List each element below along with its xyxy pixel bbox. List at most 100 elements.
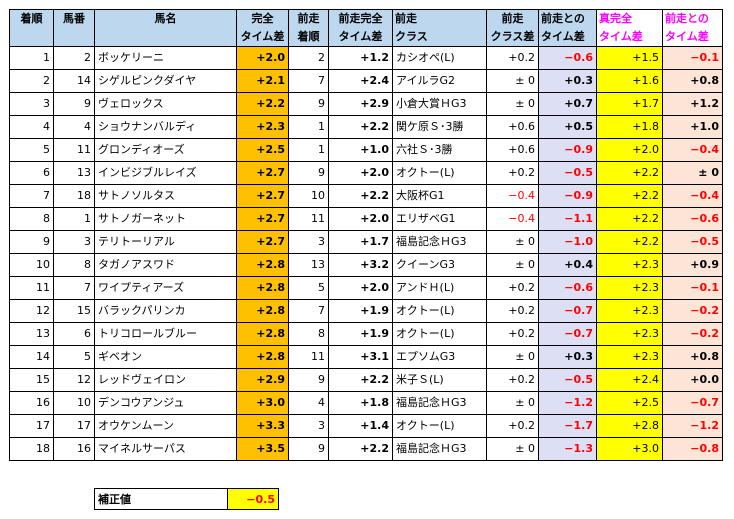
table-cell: +1.9: [328, 299, 393, 323]
header-cell: 前走との: [662, 9, 723, 28]
table-cell: −1.0: [538, 230, 597, 254]
table-cell: +0.6: [486, 138, 539, 162]
table-cell: ボッケリーニ: [94, 46, 237, 70]
header-cell: 前走: [392, 9, 487, 28]
table-cell: クイーンG3: [392, 253, 487, 277]
table-cell: 15: [53, 299, 95, 323]
table-cell: トリコロールブルー: [94, 322, 237, 346]
table-cell: +2.5: [236, 138, 289, 162]
table-cell: 六社Ｓ･3勝: [392, 138, 487, 162]
table-cell: +2.7: [236, 161, 289, 185]
table-cell: マイネルサーパス: [94, 437, 237, 461]
table-cell: ± 0: [486, 230, 539, 254]
table-row: 17 17 オウケンムーン +3.3 3 +1.4 オクトー(L) +0.2 −1.7 +2.8−…: [9, 414, 723, 438]
header-cell: クラス: [392, 28, 487, 47]
table-cell: +2.0: [596, 138, 663, 162]
table-cell: 6: [53, 322, 95, 346]
table-row: 10 8 タガノアスワド +2.8 13 +3.2 クイーンG3 ± 0 +0.4 +2.3 +0.…: [9, 253, 723, 277]
table-cell: −0.9: [538, 184, 597, 208]
table-cell: ワイプティアーズ: [94, 276, 237, 300]
table-cell: 13: [9, 322, 54, 346]
table-cell: ± 0: [486, 69, 539, 93]
table-cell: 5: [53, 345, 95, 369]
table-cell: 18: [53, 184, 95, 208]
table-row: 6 13 インビジブルレイズ +2.7 9 +2.0 オクトー(L) +0.2 −0.5 +2.2…: [9, 161, 723, 185]
table-cell: +1.2: [328, 46, 393, 70]
table-cell: 米子Ｓ(L): [392, 368, 487, 392]
table-cell: −0.4: [662, 138, 723, 162]
table-cell: 4: [288, 391, 329, 415]
table-cell: 11: [53, 138, 95, 162]
table-cell: 8: [288, 322, 329, 346]
header-cell: [53, 28, 95, 47]
table-cell: カシオペ(L): [392, 46, 487, 70]
table-cell: +0.2: [486, 161, 539, 185]
table-cell: +3.1: [328, 345, 393, 369]
table-cell: 7: [288, 299, 329, 323]
table-cell: −0.6: [662, 207, 723, 231]
table-cell: +0.9: [662, 253, 723, 277]
header-cell: 真完全: [596, 9, 663, 28]
table-cell: 17: [53, 414, 95, 438]
table-cell: +1.4: [328, 414, 393, 438]
table-cell: +2.2: [596, 230, 663, 254]
table-cell: オクトー(L): [392, 299, 487, 323]
table-cell: −0.4: [486, 207, 539, 231]
table-cell: +0.2: [486, 276, 539, 300]
table-cell: +2.4: [596, 368, 663, 392]
table-cell: 18: [9, 437, 54, 461]
table-cell: −0.1: [662, 46, 723, 70]
table-cell: +0.0: [662, 368, 723, 392]
header-cell: [94, 28, 237, 47]
table-cell: 1: [9, 46, 54, 70]
correction-label: 補正値: [94, 488, 228, 510]
table-cell: オウケンムーン: [94, 414, 237, 438]
table-cell: 9: [9, 230, 54, 254]
table-cell: +2.0: [328, 161, 393, 185]
table-cell: +0.8: [662, 345, 723, 369]
table-cell: 4: [9, 115, 54, 139]
table-cell: 関ケ原Ｓ･3勝: [392, 115, 487, 139]
table-cell: +2.2: [596, 207, 663, 231]
header-cell: タイム差: [596, 28, 663, 47]
table-cell: アイルラG2: [392, 69, 487, 93]
table-cell: オクトー(L): [392, 322, 487, 346]
table-cell: 3: [288, 414, 329, 438]
table-cell: 1: [288, 138, 329, 162]
table-cell: 9: [288, 437, 329, 461]
table-cell: ± 0: [486, 253, 539, 277]
correction-value: −0.5: [227, 488, 279, 510]
table-cell: 2: [9, 69, 54, 93]
table-cell: +0.5: [538, 115, 597, 139]
table-cell: +2.2: [328, 437, 393, 461]
table-cell: アンドＨ(L): [392, 276, 487, 300]
table-cell: 9: [288, 92, 329, 116]
table-cell: 16: [9, 391, 54, 415]
table-cell: +0.2: [486, 299, 539, 323]
table-cell: タガノアスワド: [94, 253, 237, 277]
table-cell: 10: [288, 184, 329, 208]
table-cell: −0.2: [662, 322, 723, 346]
table-cell: 小倉大賞ＨG3: [392, 92, 487, 116]
header-cell: 馬番: [53, 9, 95, 28]
table-cell: 7: [288, 69, 329, 93]
table-cell: 7: [53, 276, 95, 300]
table-cell: +0.4: [538, 253, 597, 277]
table-cell: ヴェロックス: [94, 92, 237, 116]
table-cell: −0.4: [486, 184, 539, 208]
table-cell: 13: [288, 253, 329, 277]
table-cell: +1.5: [596, 46, 663, 70]
table-cell: 6: [9, 161, 54, 185]
table-row: 5 11 グロンディオーズ +2.5 1 +1.0 六社Ｓ･3勝 +0.6 −0.9 +2.0 −0…: [9, 138, 723, 162]
table-cell: 4: [53, 115, 95, 139]
table-cell: 11: [288, 207, 329, 231]
table-cell: +2.7: [236, 230, 289, 254]
header-cell: タイム差: [328, 28, 393, 47]
table-cell: +1.8: [328, 391, 393, 415]
table-cell: +3.0: [236, 391, 289, 415]
table-cell: −0.5: [538, 368, 597, 392]
header-cell: タイム差: [236, 28, 289, 47]
table-cell: 大阪杯G1: [392, 184, 487, 208]
table-cell: 9: [53, 92, 95, 116]
table-cell: サトノガーネット: [94, 207, 237, 231]
